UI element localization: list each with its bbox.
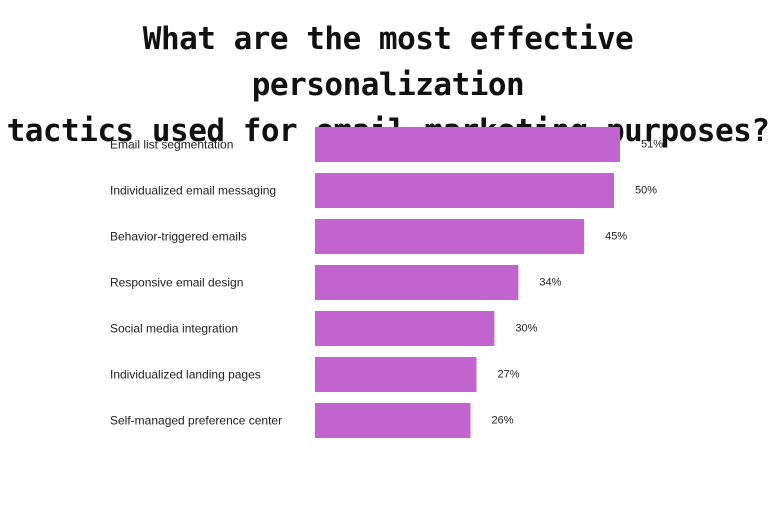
category-label: Responsive email design	[110, 276, 243, 290]
chart-title: What are the most effective personalizat…	[0, 16, 776, 154]
category-label: Social media integration	[110, 322, 238, 336]
bar	[315, 265, 519, 300]
value-label: 45%	[605, 231, 627, 243]
category-label: Email list segmentation	[110, 138, 233, 152]
value-label: 50%	[635, 185, 657, 197]
bar	[315, 173, 615, 208]
category-label: Self-managed preference center	[110, 414, 282, 428]
value-label: 27%	[497, 369, 519, 381]
bar	[315, 219, 585, 254]
bar	[315, 357, 477, 392]
value-label: 34%	[539, 277, 561, 289]
category-label: Behavior-triggered emails	[110, 230, 247, 244]
bar	[315, 403, 471, 438]
category-label: Individualized email messaging	[110, 184, 276, 198]
value-label: 26%	[491, 415, 513, 427]
value-label: 51%	[641, 139, 663, 151]
category-label: Individualized landing pages	[110, 368, 261, 382]
bar	[315, 311, 495, 346]
chart-title-line-1: What are the most effective personalizat…	[142, 21, 634, 103]
value-label: 30%	[515, 323, 537, 335]
bar	[315, 127, 620, 162]
